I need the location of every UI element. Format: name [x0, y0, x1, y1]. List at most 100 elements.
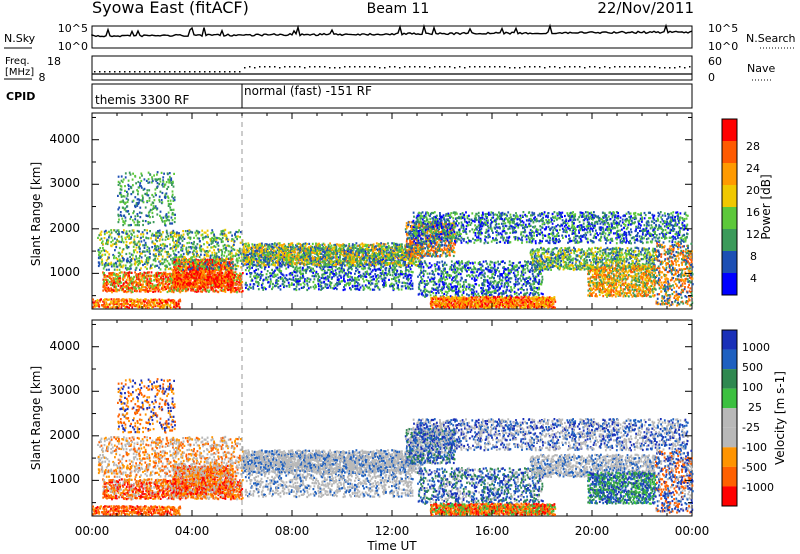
echo-point	[169, 280, 171, 283]
echo-point	[377, 276, 380, 279]
echo-point	[159, 180, 162, 183]
echo-point	[285, 285, 288, 288]
echo-point	[108, 268, 110, 271]
echo-point	[248, 246, 250, 249]
echo-point	[108, 256, 110, 259]
echo-point	[166, 265, 169, 268]
echo-point	[159, 268, 162, 271]
echo-point	[343, 274, 346, 277]
echo-point	[296, 274, 299, 277]
echo-point	[219, 288, 222, 292]
echo-point	[201, 261, 204, 264]
echo-point	[172, 291, 175, 294]
echo-point	[247, 253, 249, 257]
echo-point	[165, 213, 168, 216]
echo-point	[117, 298, 120, 301]
echo-point	[138, 221, 141, 224]
echo-point	[120, 185, 123, 188]
echo-point	[145, 298, 147, 301]
echo-point	[169, 206, 172, 209]
echo-point	[100, 230, 103, 233]
echo-point	[191, 231, 194, 234]
echo-point	[107, 239, 110, 242]
echo-point	[120, 281, 123, 284]
echo-point	[278, 242, 281, 245]
echo-point	[314, 274, 317, 277]
echo-point	[138, 286, 140, 289]
echo-point	[143, 271, 146, 274]
echo-point	[141, 272, 144, 275]
echo-point	[121, 298, 123, 301]
echo-point	[114, 249, 116, 252]
echo-point	[233, 243, 235, 246]
freq-dot	[414, 66, 416, 68]
echo-point	[118, 289, 120, 292]
echo-point	[150, 266, 153, 270]
freq-dot	[239, 71, 241, 73]
echo-point	[130, 223, 132, 227]
echo-point	[127, 284, 129, 287]
echo-point	[302, 276, 305, 279]
echo-point	[173, 303, 175, 306]
echo-point	[134, 258, 136, 261]
echo-point	[232, 264, 235, 267]
freq-dot	[444, 66, 446, 68]
freq-dot	[489, 66, 491, 68]
echo-point	[205, 290, 208, 293]
echo-point	[244, 248, 246, 251]
echo-point	[208, 249, 211, 252]
echo-point	[118, 240, 121, 243]
echo-point	[165, 275, 167, 278]
echo-point	[157, 280, 160, 283]
echo-point	[136, 290, 138, 293]
echo-point	[158, 234, 161, 237]
echo-point	[125, 272, 128, 275]
echo-point	[160, 276, 162, 279]
echo-point	[209, 256, 212, 259]
freq-dot	[524, 66, 526, 68]
echo-point	[254, 249, 257, 252]
echo-point	[199, 258, 202, 261]
echo-point	[158, 249, 161, 252]
echo-point	[211, 236, 213, 240]
echo-point	[130, 241, 133, 244]
echo-point	[294, 248, 297, 251]
echo-point	[167, 250, 169, 254]
echo-point	[153, 207, 155, 210]
echo-point	[149, 303, 152, 307]
echo-point	[98, 303, 100, 306]
echo-point	[187, 259, 189, 262]
echo-point	[198, 237, 201, 240]
echo-point	[143, 178, 146, 181]
freq-dot	[399, 67, 401, 69]
echo-point	[151, 263, 154, 266]
echo-point	[116, 278, 119, 282]
echo-point	[103, 237, 106, 240]
echo-point	[138, 257, 140, 260]
echo-point	[148, 299, 151, 303]
echo-point	[132, 245, 135, 248]
echo-point	[162, 275, 165, 278]
echo-point	[167, 235, 170, 238]
echo-point	[126, 286, 128, 290]
echo-point	[200, 290, 202, 293]
echo-point	[338, 280, 341, 283]
echo-point	[195, 290, 198, 293]
echo-point	[126, 299, 128, 302]
echo-point	[207, 290, 210, 293]
echo-point	[330, 270, 333, 273]
echo-point	[148, 286, 150, 289]
echo-point	[308, 280, 311, 283]
echo-point	[201, 229, 204, 232]
echo-point	[214, 271, 216, 274]
echo-point	[138, 260, 141, 263]
freq-label-line1: Freq.	[5, 56, 30, 67]
echo-point	[153, 174, 155, 177]
echo-point	[164, 244, 167, 247]
echo-point	[409, 287, 412, 291]
echo-point	[157, 271, 159, 274]
echo-point	[115, 301, 117, 304]
echo-point	[295, 263, 298, 266]
echo-point	[146, 280, 148, 283]
echo-point	[275, 246, 278, 249]
